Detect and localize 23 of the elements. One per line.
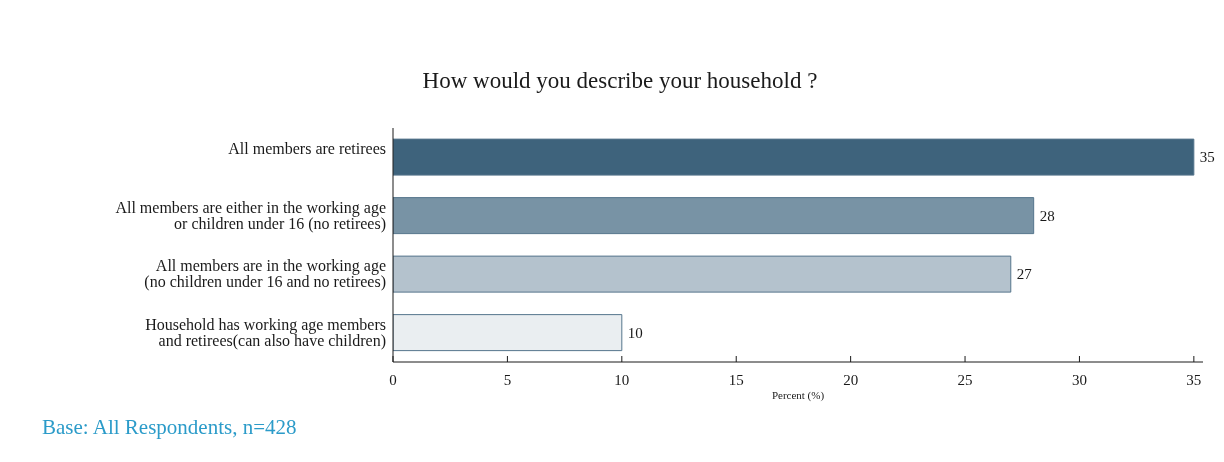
y-tick-label: All members are either in the working age or children under 16 (no retirees) — [115, 198, 386, 233]
x-tick-label: 30 — [1071, 372, 1087, 388]
data-label: 27 — [1016, 266, 1033, 283]
bar — [393, 138, 1195, 176]
y-tick-label: Household has working age members and retirees(can also have children) — [145, 315, 386, 350]
x-axis-title: Percent (%) — [771, 389, 825, 402]
y-tick-label: All members are in the working age (no children under 16 and no retirees) — [144, 256, 386, 291]
x-tick-label: 25 — [957, 372, 973, 388]
y-tick-label: All members are retirees — [228, 139, 386, 157]
bar — [393, 314, 623, 352]
x-tick-label: 10 — [614, 372, 630, 388]
x-tick-label: 0 — [389, 372, 397, 388]
bar — [393, 197, 1035, 235]
bar — [393, 255, 1012, 293]
chart-title: How would you describe your household ? — [421, 67, 819, 95]
data-label: 10 — [627, 324, 643, 341]
text: Base: All Respondents, n=428 — [42, 414, 297, 440]
data-label: 28 — [1039, 207, 1055, 224]
data-label: 35 — [1199, 149, 1215, 166]
x-tick-label: 15 — [728, 372, 744, 388]
x-tick-label: 5 — [503, 372, 512, 388]
x-tick-label: 20 — [843, 372, 859, 388]
x-tick-label: 35 — [1186, 372, 1202, 388]
